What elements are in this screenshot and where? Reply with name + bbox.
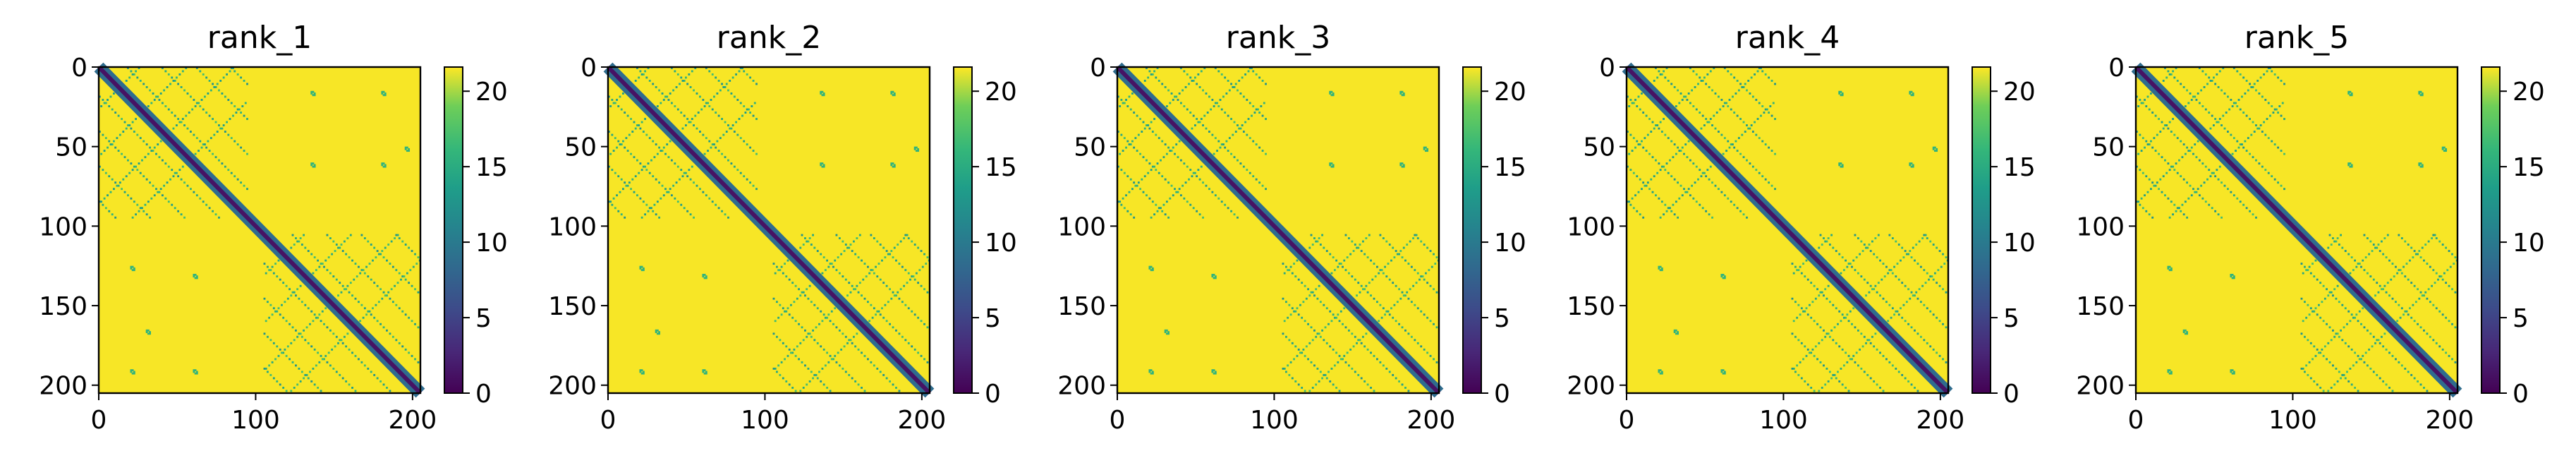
x-tick-label: 100 <box>1250 406 1299 435</box>
y-tick-label: 200 <box>548 372 597 401</box>
colorbar-tick-label: 5 <box>2513 304 2529 333</box>
y-tick-label: 150 <box>39 292 87 321</box>
colorbar-tick-label: 15 <box>2513 153 2545 182</box>
y-tick-label: 50 <box>2092 133 2125 162</box>
colorbar-tick-label: 5 <box>475 304 492 333</box>
colorbar <box>1972 66 1991 394</box>
heatmap-contacts <box>1627 67 1949 392</box>
heatmap-contacts <box>608 67 930 392</box>
x-tick-label: 0 <box>600 406 616 435</box>
colorbar-tick-label: 15 <box>475 153 508 182</box>
y-tick-label: 200 <box>1567 372 1615 401</box>
heatmap-diagonal-core <box>1115 65 1441 395</box>
y-tick-label: 50 <box>1583 133 1615 162</box>
x-tick-label: 100 <box>741 406 789 435</box>
colorbar-tick-label: 15 <box>2003 153 2036 182</box>
y-tick-label: 50 <box>55 133 87 162</box>
heatmap-diagonal-core <box>2134 65 2460 395</box>
colorbar <box>2481 66 2501 394</box>
x-tick-label: 0 <box>1110 406 1126 435</box>
chart-title: rank_1 <box>207 20 312 56</box>
colorbar <box>444 66 463 394</box>
x-tick-label: 100 <box>1759 406 1808 435</box>
y-tick-label: 200 <box>2076 372 2125 401</box>
colorbar-tick-label: 15 <box>1494 153 1526 182</box>
y-tick-label: 100 <box>1057 212 1106 241</box>
y-tick-label: 0 <box>2108 54 2125 83</box>
y-tick-label: 50 <box>1074 133 1106 162</box>
heatmap-contacts <box>2136 67 2458 392</box>
colorbar-tick-label: 10 <box>985 229 1017 258</box>
x-tick-label: 200 <box>1407 406 1456 435</box>
chart-title: rank_4 <box>1735 20 1840 56</box>
heatmap-diagonal-core <box>1624 65 1950 395</box>
y-tick-label: 50 <box>564 133 597 162</box>
heatmap-diagonal-core <box>606 65 932 395</box>
x-tick-label: 0 <box>91 406 107 435</box>
colorbar-tick-label: 0 <box>475 380 492 409</box>
x-tick-label: 0 <box>1619 406 1635 435</box>
axes-frame <box>607 66 931 395</box>
y-tick-label: 0 <box>1599 54 1615 83</box>
colorbar-tick-label: 10 <box>2513 229 2545 258</box>
chart-title: rank_2 <box>717 20 821 56</box>
y-tick-label: 100 <box>548 212 597 241</box>
heatmap-diagonal-core <box>97 65 423 395</box>
colorbar-tick-label: 5 <box>1494 304 1510 333</box>
axes-frame <box>2134 66 2459 395</box>
colorbar-tick-label: 0 <box>1494 380 1510 409</box>
y-tick-label: 0 <box>581 54 597 83</box>
x-tick-label: 200 <box>389 406 437 435</box>
y-tick-label: 0 <box>71 54 87 83</box>
x-tick-label: 200 <box>2426 406 2474 435</box>
colorbar-tick-label: 0 <box>2513 380 2529 409</box>
y-tick-label: 200 <box>39 372 87 401</box>
x-tick-label: 100 <box>231 406 280 435</box>
colorbar <box>1462 66 1482 394</box>
chart-title: rank_5 <box>2244 20 2349 56</box>
chart-title: rank_3 <box>1226 20 1330 56</box>
axes-frame <box>1116 66 1440 395</box>
colorbar-tick-label: 10 <box>2003 229 2036 258</box>
colorbar-tick-label: 5 <box>985 304 1001 333</box>
x-tick-label: 200 <box>898 406 947 435</box>
axes-frame <box>97 66 422 395</box>
colorbar-tick-label: 20 <box>475 78 508 107</box>
colorbar-tick-label: 15 <box>985 153 1017 182</box>
colorbar-tick-label: 0 <box>985 380 1001 409</box>
x-tick-label: 0 <box>2128 406 2144 435</box>
y-tick-label: 200 <box>1057 372 1106 401</box>
x-tick-label: 200 <box>1916 406 1965 435</box>
y-tick-label: 150 <box>2076 292 2125 321</box>
colorbar-tick-label: 20 <box>1494 78 1526 107</box>
y-tick-label: 150 <box>548 292 597 321</box>
y-tick-label: 100 <box>39 212 87 241</box>
colorbar-tick-label: 20 <box>2003 78 2036 107</box>
y-tick-label: 100 <box>1567 212 1615 241</box>
y-tick-label: 150 <box>1567 292 1615 321</box>
y-tick-label: 100 <box>2076 212 2125 241</box>
colorbar-tick-label: 20 <box>2513 78 2545 107</box>
x-tick-label: 100 <box>2268 406 2317 435</box>
axes-frame <box>1625 66 1950 395</box>
colorbar-tick-label: 0 <box>2003 380 2019 409</box>
colorbar-tick-label: 10 <box>1494 229 1526 258</box>
colorbar-tick-label: 10 <box>475 229 508 258</box>
colorbar-tick-label: 5 <box>2003 304 2019 333</box>
heatmap-contacts <box>1117 67 1440 392</box>
heatmap-contacts <box>99 67 421 392</box>
colorbar <box>953 66 973 394</box>
y-tick-label: 150 <box>1057 292 1106 321</box>
y-tick-label: 0 <box>1090 54 1106 83</box>
colorbar-tick-label: 20 <box>985 78 1017 107</box>
